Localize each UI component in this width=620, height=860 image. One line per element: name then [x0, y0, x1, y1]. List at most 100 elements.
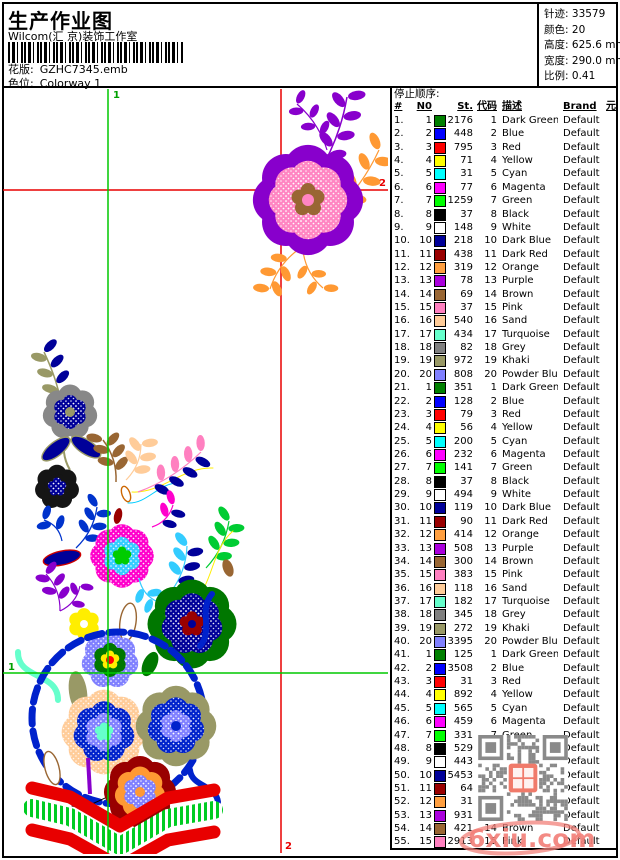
stitch-count: 79	[460, 408, 473, 420]
thread-code: 19	[484, 355, 497, 367]
swatch-cell	[432, 194, 447, 208]
table-row: 5. 5 31 5 Cyan Default	[392, 167, 618, 181]
thread-brand: Default	[563, 155, 600, 167]
table-row: 24. 4 56 4 Yellow Default	[392, 421, 618, 435]
stop-seq: 50.	[394, 769, 410, 781]
swatch-cell	[432, 488, 447, 502]
table-row: 1. 1 2176 1 Dark Green Default	[392, 114, 618, 127]
thread-desc: Grey	[502, 342, 526, 354]
needle-no: 2	[425, 128, 432, 140]
thread-brand: Default	[563, 689, 600, 701]
thread-brand: Default	[563, 235, 600, 247]
thread-color-swatch	[434, 649, 446, 662]
stitch-count: 459	[453, 716, 473, 728]
thread-brand: Default	[563, 422, 600, 434]
swatch-cell	[432, 381, 447, 395]
thread-desc: White	[502, 221, 532, 233]
stitch-count: 508	[453, 542, 473, 554]
thread-desc: Turquoise	[502, 595, 550, 607]
thread-code: 3	[490, 676, 497, 688]
thread-color-swatch	[434, 609, 446, 622]
stitch-count: 351	[453, 382, 473, 394]
stop-seq: 30.	[394, 502, 410, 514]
thread-color-swatch	[434, 128, 446, 141]
stop-seq: 1.	[394, 115, 404, 126]
thread-code: 18	[484, 342, 497, 354]
stop-seq: 22.	[394, 395, 410, 407]
element-cell	[601, 822, 618, 835]
thread-brand: Default	[563, 408, 600, 420]
thread-code: 9	[490, 221, 497, 233]
swatch-cell	[432, 822, 447, 836]
needle-no: 20	[419, 636, 432, 648]
stitch-count: 56	[460, 422, 473, 434]
element-cell	[601, 555, 618, 568]
thread-desc: Cyan	[502, 168, 528, 180]
thread-desc: Powder Blue	[502, 636, 558, 648]
swatch-cell	[432, 501, 447, 515]
thread-desc: Powder Blue	[502, 368, 558, 380]
thread-brand: Default	[563, 702, 600, 714]
stop-seq: 27.	[394, 462, 410, 474]
thread-color-swatch	[434, 302, 446, 315]
thread-brand: Default	[563, 368, 600, 380]
thread-code: 4	[490, 422, 497, 434]
needle-no: 11	[419, 515, 432, 527]
stitch-count: 141	[453, 462, 473, 474]
element-cell	[601, 635, 618, 648]
needle-no: 6	[425, 448, 432, 460]
stop-seq: 33.	[394, 542, 410, 554]
needle-no: 8	[425, 742, 432, 754]
stitch-count: 31	[460, 796, 473, 808]
element-cell	[601, 475, 618, 488]
stitch-count: 90	[460, 515, 473, 527]
table-row: 35. 15 383 15 Pink Default	[392, 568, 618, 582]
stop-seq: 36.	[394, 582, 410, 594]
swatch-cell	[432, 662, 447, 675]
thread-desc: Blue	[502, 662, 525, 674]
barcode	[8, 42, 184, 63]
thread-brand: Default	[563, 582, 600, 594]
stop-seq: 21.	[394, 382, 410, 394]
thread-code: 13	[484, 275, 497, 287]
thread-desc: Red	[502, 141, 521, 153]
stop-seq: 37.	[394, 595, 410, 607]
element-cell	[601, 488, 618, 501]
thread-desc: Red	[502, 408, 521, 420]
stitch-count: 37	[460, 208, 473, 220]
thread-brand: Default	[563, 342, 600, 354]
stop-seq: 11.	[394, 248, 410, 260]
thread-desc: Khaki	[502, 622, 530, 634]
needle-no: 4	[425, 422, 432, 434]
stop-seq: 16.	[394, 315, 410, 327]
swatch-cell	[432, 435, 447, 448]
stop-seq: 7.	[394, 195, 404, 207]
element-cell	[601, 662, 618, 675]
thread-brand: Default	[563, 676, 600, 688]
needle-no: 14	[419, 823, 432, 835]
page-title: 生产作业图	[8, 9, 113, 33]
element-cell	[601, 461, 618, 474]
element-cell	[601, 622, 618, 635]
thread-color-swatch	[434, 769, 446, 782]
element-cell	[601, 328, 618, 341]
thread-desc: Dark Green	[502, 382, 558, 394]
stitch-count: 82	[460, 342, 473, 354]
thread-brand: Default	[563, 355, 600, 367]
thread-code: 9	[490, 489, 497, 501]
needle-no: 6	[425, 181, 432, 193]
thread-brand: Default	[563, 315, 600, 327]
thread-brand: Default	[563, 515, 600, 527]
swatch-cell	[432, 314, 447, 328]
thread-desc: Pink	[502, 569, 523, 581]
needle-no: 12	[419, 529, 432, 541]
needle-no: 4	[425, 689, 432, 701]
element-cell	[601, 568, 618, 581]
info-label: 宽度:	[544, 54, 569, 67]
thread-code: 5	[490, 168, 497, 180]
needle-no: 20	[419, 368, 432, 380]
stop-seq: 26.	[394, 448, 410, 460]
thread-desc: Yellow	[502, 155, 533, 167]
stitch-count: 200	[453, 435, 473, 447]
thread-brand: Default	[563, 836, 600, 848]
